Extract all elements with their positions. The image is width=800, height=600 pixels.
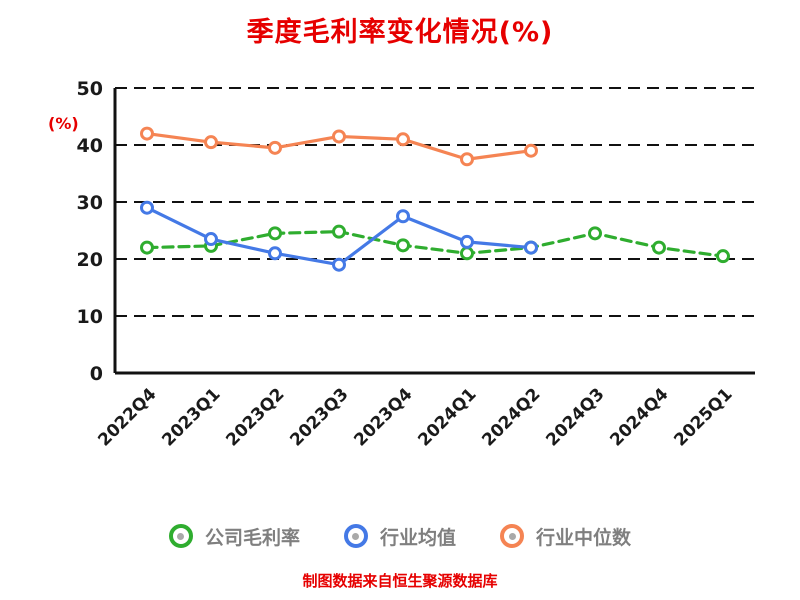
y-tick-label: 20 (77, 249, 103, 271)
data-point-marker (716, 249, 730, 264)
data-point-marker (332, 257, 346, 272)
data-point-marker (396, 209, 410, 224)
legend-item-company-margin[interactable]: 公司毛利率 (168, 523, 300, 550)
data-point-marker (204, 232, 218, 247)
legend-label: 行业均值 (379, 526, 456, 549)
x-tick-label: 2022Q4 (94, 384, 160, 450)
y-tick-label: 50 (77, 78, 103, 100)
data-point-marker (268, 140, 282, 155)
data-point-marker (588, 226, 602, 241)
x-tick-label: 2024Q3 (542, 384, 608, 450)
x-tick-label: 2023Q3 (286, 384, 352, 450)
data-point-marker (396, 132, 410, 147)
x-tick-label: 2023Q1 (158, 384, 224, 450)
industry-median-marker-icon (500, 524, 524, 548)
x-tick-label: 2023Q4 (350, 384, 416, 450)
legend-label: 行业中位数 (536, 526, 632, 549)
x-tick-label: 2024Q1 (414, 384, 480, 450)
legend-item-industry-median[interactable]: 行业中位数 (500, 523, 631, 550)
data-point-marker (652, 240, 666, 255)
industry-average-marker-icon (343, 524, 368, 548)
legend-item-industry-average[interactable]: 行业均值 (343, 523, 456, 550)
series-line-company (145, 230, 725, 258)
data-point-marker (460, 152, 474, 167)
chart-title: 季度毛利率变化情况(%) (246, 17, 554, 48)
data-point-marker (140, 200, 154, 215)
data-point-marker (460, 246, 474, 261)
data-point-marker (524, 143, 538, 158)
y-tick-label: 40 (77, 135, 103, 157)
y-tick-label: 10 (77, 306, 103, 328)
x-tick-label: 2024Q2 (478, 384, 544, 450)
data-point-marker (140, 126, 154, 141)
data-point-marker (268, 226, 282, 241)
data-point-marker (268, 246, 282, 261)
company-margin-marker-icon (168, 524, 193, 548)
x-tick-label: 2025Q1 (670, 384, 736, 450)
y-tick-label: 0 (90, 363, 103, 385)
data-point-marker (140, 240, 154, 255)
data-point-marker (332, 129, 346, 144)
data-source-note: 制图数据来自恒生聚源数据库 (302, 572, 498, 590)
data-point-marker (460, 234, 474, 249)
data-point-marker (332, 224, 346, 239)
data-point-marker (396, 238, 410, 253)
line-chart-canvas: 0 10 20 30 40 50 2022Q42023Q12023Q22023Q32023Q… (77, 78, 755, 451)
y-tick-label: 30 (77, 192, 103, 214)
legend-label: 公司毛利率 (204, 526, 300, 549)
chart-legend: 公司毛利率 行业均值 行业中位数 (0, 515, 800, 557)
x-tick-label: 2024Q4 (606, 384, 672, 450)
data-point-marker (204, 135, 218, 150)
x-tick-label: 2023Q2 (222, 384, 288, 450)
data-point-marker (524, 240, 538, 255)
y-axis-unit-label: (%) (48, 114, 79, 133)
